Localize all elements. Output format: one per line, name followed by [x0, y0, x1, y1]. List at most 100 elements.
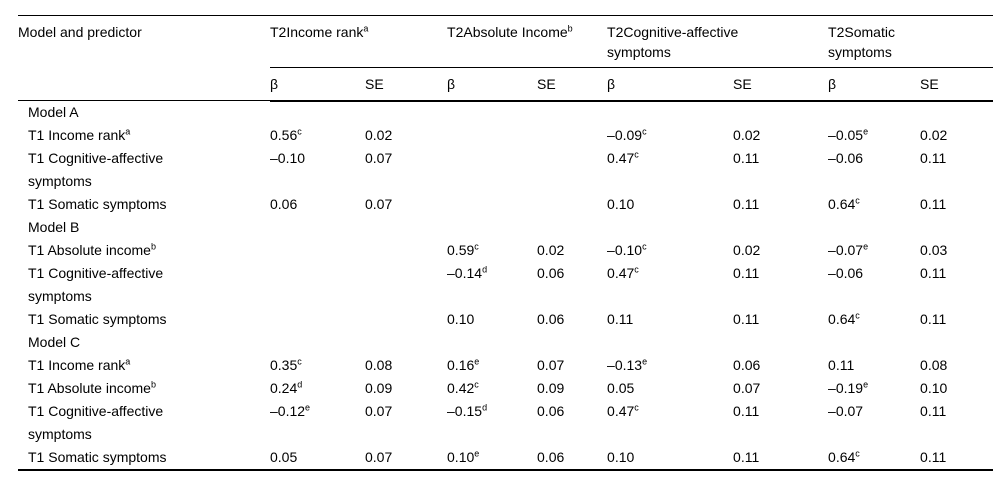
superscript: e — [642, 356, 648, 367]
superscript: b — [150, 241, 156, 252]
value-cell: 0.10e — [447, 448, 480, 465]
value-cell: 0.06 — [537, 449, 565, 465]
value-cell: 0.11 — [733, 311, 760, 327]
row-label: Model A — [28, 104, 79, 120]
subheader-beta: β — [828, 67, 921, 102]
subheader-beta: β — [270, 67, 365, 102]
value-cell: 0.02 — [365, 127, 393, 143]
value-cell: 0.07 — [365, 150, 393, 166]
value-cell — [365, 239, 447, 262]
row-label: Model C — [28, 334, 81, 350]
value-cell — [447, 147, 537, 193]
value-cell: 0.56c — [270, 126, 302, 143]
superscript: b — [567, 23, 573, 34]
value-cell: 0.09 — [537, 380, 565, 396]
value-cell: –0.06 — [828, 265, 864, 281]
value-cell — [270, 308, 365, 331]
value-cell — [537, 331, 607, 354]
superscript: e — [305, 402, 311, 413]
superscript: e — [863, 126, 869, 137]
value-cell: 0.09 — [365, 380, 393, 396]
value-cell — [447, 193, 537, 216]
superscript: e — [474, 448, 480, 459]
value-cell — [607, 331, 733, 354]
value-cell: –0.07 — [828, 403, 864, 419]
subheader-row: β SE β SE β SE β SE — [18, 67, 994, 102]
value-cell — [447, 331, 537, 354]
value-cell: –0.12e — [270, 402, 311, 419]
value-cell: 0.11 — [920, 150, 947, 166]
page: Model and predictor T2Income ranka T2Abs… — [18, 15, 994, 471]
group-header-row: Model and predictor T2Income ranka T2Abs… — [18, 15, 994, 101]
value-cell — [270, 262, 365, 308]
row-label: T1 Absolute incomeb — [28, 379, 156, 396]
value-cell: 0.11 — [920, 311, 947, 327]
value-cell: 0.07 — [537, 357, 565, 373]
value-cell — [537, 101, 607, 125]
value-cell: –0.06 — [828, 150, 864, 166]
predictor-row: T1 Cognitive-affective symptoms –0.14d 0.0… — [18, 262, 993, 308]
value-cell: 0.24d — [270, 379, 303, 396]
table-header: Model and predictor T2Income ranka T2Abs… — [18, 15, 994, 102]
value-cell — [365, 216, 447, 239]
value-cell — [607, 216, 733, 239]
value-cell — [733, 331, 828, 354]
value-cell — [447, 124, 537, 147]
value-cell — [537, 124, 607, 147]
value-cell: 0.08 — [920, 357, 948, 373]
row-label: T1 Income ranka — [28, 356, 131, 373]
value-cell — [270, 239, 365, 262]
subheader-beta: β — [607, 67, 734, 102]
value-cell: –0.13e — [607, 356, 648, 373]
predictor-row: T1 Somatic symptoms 0.05 0.07 0.10e 0.06 0.10… — [18, 446, 993, 470]
value-cell: 0.64c — [828, 448, 860, 465]
value-cell — [920, 101, 993, 125]
superscript: c — [855, 448, 860, 459]
value-cell — [733, 216, 828, 239]
value-cell: 0.06 — [270, 196, 298, 212]
superscript: a — [125, 356, 131, 367]
value-cell — [537, 193, 607, 216]
value-cell: 0.42c — [447, 379, 479, 396]
value-cell — [828, 331, 920, 354]
value-cell: 0.11 — [920, 196, 947, 212]
value-cell — [365, 331, 447, 354]
row-label: T1 Cognitive-affective symptoms — [28, 265, 164, 304]
value-cell: –0.07e — [828, 241, 869, 258]
value-cell — [270, 216, 365, 239]
group-header-cognitive-affective: T2Cognitive-affective symptoms — [607, 15, 829, 68]
subheader-se: SE — [733, 67, 829, 102]
value-cell: 0.07 — [733, 380, 761, 396]
value-cell: 0.05 — [607, 380, 635, 396]
superscript: c — [642, 126, 647, 137]
superscript: a — [125, 126, 131, 137]
corner-header-label: Model and predictor — [18, 24, 142, 40]
value-cell — [365, 101, 447, 125]
value-cell — [365, 308, 447, 331]
row-label: T1 Somatic symptoms — [28, 196, 167, 212]
value-cell — [365, 262, 447, 308]
subheader-se: SE — [365, 67, 448, 102]
value-cell: 0.06 — [537, 311, 565, 327]
value-cell: 0.07 — [365, 449, 393, 465]
value-cell — [447, 101, 537, 125]
value-cell: 0.59c — [447, 241, 479, 258]
value-cell: 0.02 — [733, 127, 761, 143]
predictor-row: T1 Somatic symptoms 0.06 0.07 0.10 0.11 0.64c… — [18, 193, 993, 216]
value-cell: 0.11 — [733, 449, 760, 465]
group-header-income-rank: T2Income ranka — [270, 15, 448, 68]
value-cell: 0.03 — [920, 242, 948, 258]
predictor-row: T1 Income ranka 0.56c 0.02 –0.09c 0.02 –0.05e… — [18, 124, 993, 147]
value-cell: 0.10 — [920, 380, 948, 396]
superscript: c — [642, 241, 647, 252]
value-cell: 0.07 — [365, 196, 393, 212]
value-cell: 0.10 — [607, 449, 635, 465]
value-cell: 0.16e — [447, 356, 480, 373]
value-cell: 0.11 — [920, 265, 947, 281]
superscript: c — [297, 356, 302, 367]
model-section-row: Model B — [18, 216, 993, 239]
value-cell — [607, 101, 733, 125]
row-label: T1 Cognitive-affective symptoms — [28, 403, 164, 442]
corner-header: Model and predictor — [18, 15, 270, 101]
superscript: c — [634, 264, 639, 275]
